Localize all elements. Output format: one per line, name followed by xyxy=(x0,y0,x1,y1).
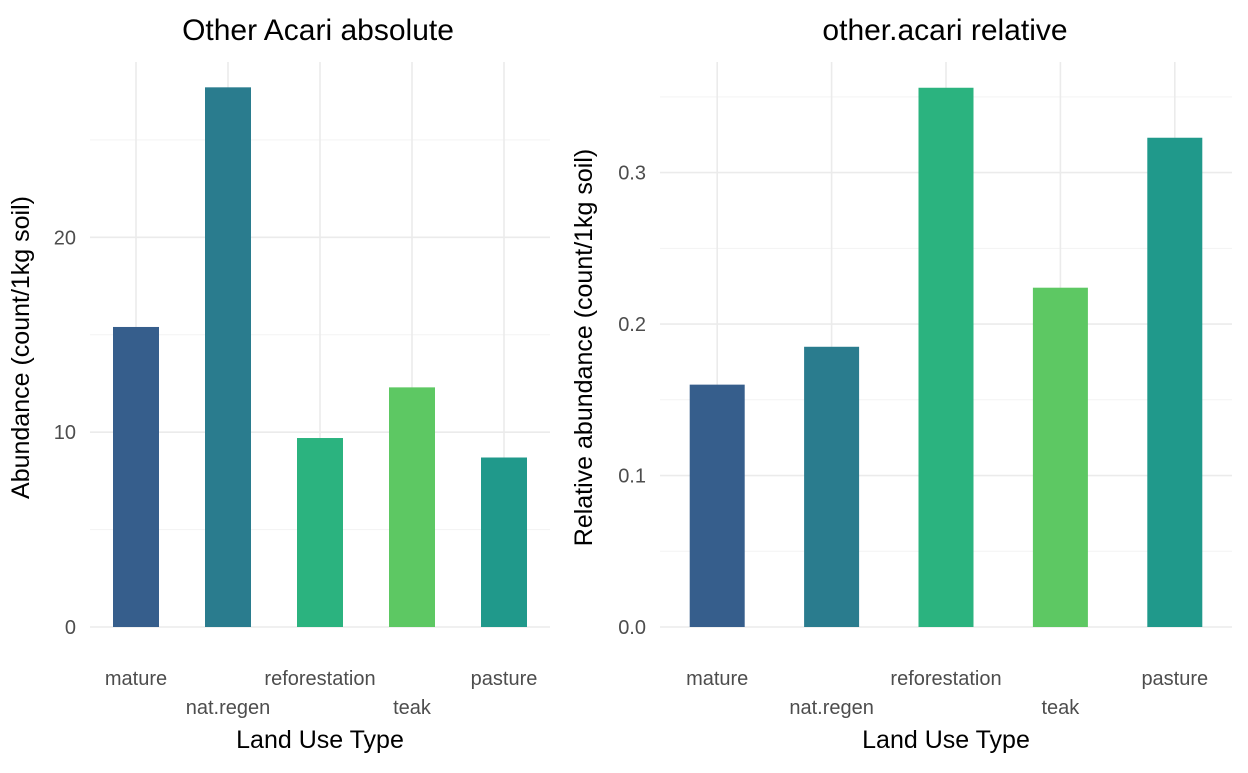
x-axis-title: Land Use Type xyxy=(862,726,1030,754)
x-tick-label: teak xyxy=(1041,697,1080,719)
x-tick-label: reforestation xyxy=(890,668,1001,690)
x-tick-label: mature xyxy=(105,668,167,690)
y-tick-label: 0 xyxy=(65,617,76,639)
y-tick-label: 10 xyxy=(54,422,76,444)
x-tick-label: pasture xyxy=(1141,668,1208,690)
x-tick-label: nat.regen xyxy=(186,697,271,719)
bar-reforestation xyxy=(297,438,343,627)
panel-absolute: 0 10 20 mature nat.regen reforestation teak pas… xyxy=(7,14,550,754)
y-tick-label: 0.1 xyxy=(618,466,646,488)
y-axis-title: Relative abundance (count/1kg soil) xyxy=(570,149,598,546)
x-tick-label: reforestation xyxy=(264,668,375,690)
chart-title: Other Acari absolute xyxy=(182,14,454,47)
x-tick-label: pasture xyxy=(471,668,538,690)
x-tick-label: nat.regen xyxy=(789,697,874,719)
y-tick-label: 0.0 xyxy=(618,617,646,639)
bar-mature xyxy=(113,326,159,627)
bar-reforestation xyxy=(918,87,974,627)
bar-nat-regen xyxy=(804,346,860,627)
y-tick-label: 20 xyxy=(54,227,76,249)
bar-pasture xyxy=(481,457,527,627)
panel-relative: 0.0 0.1 0.2 0.3 mature nat.regen reforestation… xyxy=(570,14,1232,754)
chart-title: other.acari relative xyxy=(822,14,1067,47)
x-axis-title: Land Use Type xyxy=(236,726,404,754)
y-tick-label: 0.3 xyxy=(618,163,646,185)
bar-nat-regen xyxy=(205,87,251,628)
y-tick-label: 0.2 xyxy=(618,314,646,336)
bar-pasture xyxy=(1147,137,1203,628)
x-tick-label: mature xyxy=(686,668,748,690)
x-tick-label: teak xyxy=(393,697,432,719)
y-axis-title: Abundance (count/1kg soil) xyxy=(7,196,35,499)
bar-teak xyxy=(389,387,435,627)
bar-mature xyxy=(689,384,745,627)
bar-teak xyxy=(1032,287,1088,627)
